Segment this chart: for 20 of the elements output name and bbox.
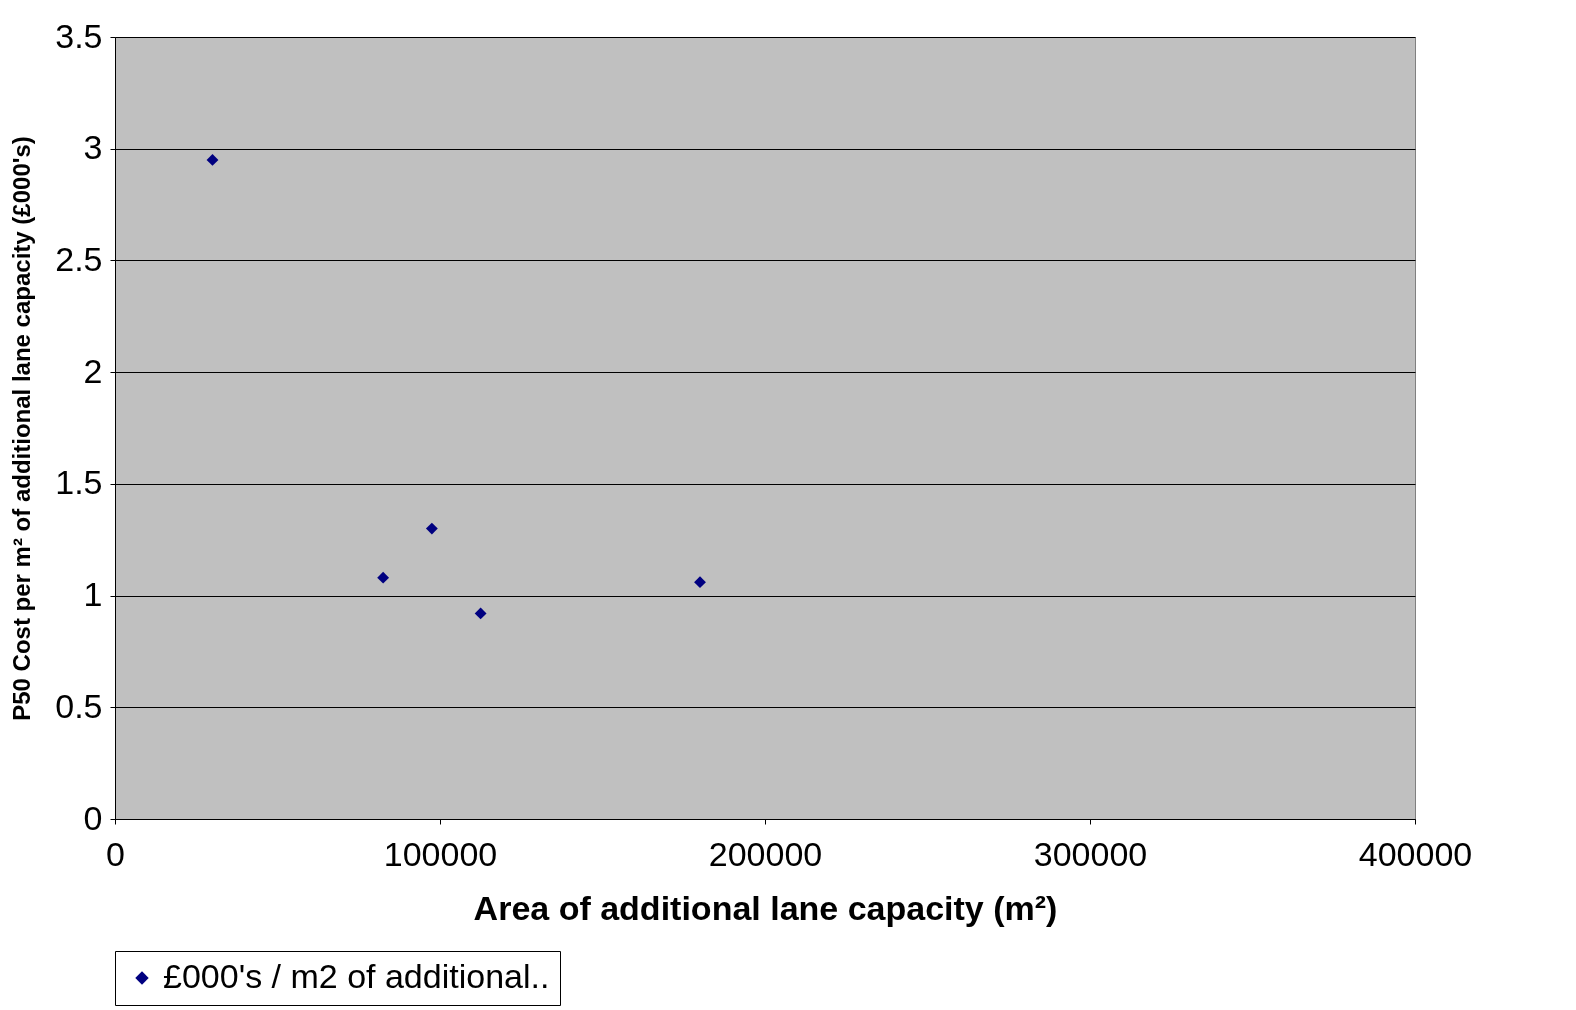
- y-tick-label: 1.5: [55, 463, 103, 502]
- x-axis-title: Area of additional lane capacity (m²): [473, 888, 1058, 927]
- x-tick-label: 400000: [1358, 834, 1473, 873]
- legend-label: £000's / m2 of additional..: [163, 957, 550, 995]
- y-tick-label: 0: [83, 798, 103, 837]
- x-tick-label: 200000: [708, 834, 823, 873]
- point: [425, 522, 438, 535]
- point: [206, 153, 219, 166]
- point: [377, 571, 390, 584]
- y-tick-label: 3: [83, 128, 103, 167]
- point: [474, 607, 487, 620]
- point: [694, 576, 706, 589]
- y-tick-label: 2.5: [55, 239, 103, 278]
- y-tick-label: 3.5: [55, 16, 103, 55]
- y-tick-label: 1: [83, 575, 103, 614]
- y-axis-title: P50 Cost per m² of additional lane capacity (£000's): [8, 136, 36, 721]
- y-tick-label: 0.5: [55, 686, 103, 725]
- x-tick-label: 100000: [383, 834, 498, 873]
- x-tick-label: 300000: [1033, 834, 1148, 873]
- y-tick-label: 2: [83, 351, 103, 390]
